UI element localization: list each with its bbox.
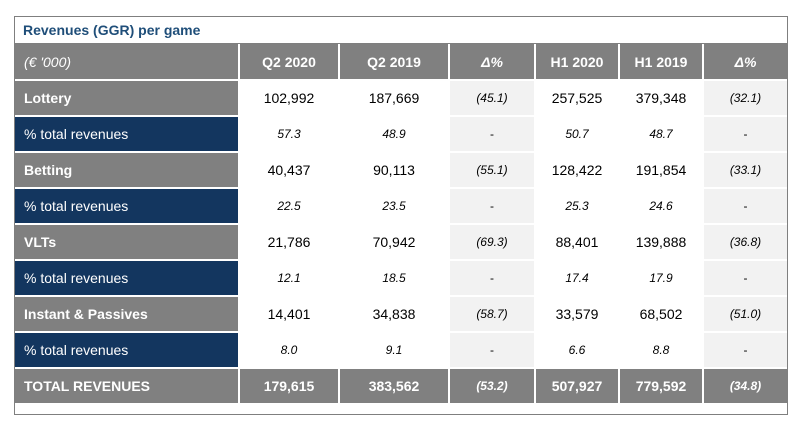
- table-cell: (33.1): [703, 152, 787, 189]
- row-label: Instant & Passives: [15, 296, 240, 333]
- table-cell: 6.6: [534, 332, 620, 369]
- game-row: VLTs 21,786 70,942 (69.3) 88,401 139,888 (36.8…: [15, 224, 787, 261]
- table-cell: 379,348: [619, 80, 704, 117]
- table-cell: 17.9: [619, 260, 704, 297]
- table-cell: 48.7: [619, 116, 704, 153]
- table-cell: 68,502: [619, 296, 704, 333]
- table-cell: 50.7: [534, 116, 620, 153]
- table-cell: 779,592: [619, 368, 704, 403]
- table-cell: 25.3: [534, 188, 620, 225]
- share-row: % total revenues 12.1 18.5-17.4 17.9-: [15, 260, 787, 297]
- table-cell: (36.8): [703, 224, 787, 261]
- row-label: % total revenues: [15, 188, 240, 225]
- column-header-q2-delta: Δ%: [449, 44, 536, 81]
- table-cell: 102,992: [239, 80, 340, 117]
- total-row: TOTAL REVENUES 179,615 383,562 (53.2) 507,92…: [15, 368, 787, 403]
- table-cell: 88,401: [534, 224, 620, 261]
- share-row: % total revenues 57.3 48.9-50.7 48.7-: [15, 116, 787, 153]
- table-cell: (53.2): [449, 368, 536, 403]
- header-row: (€ '000) Q2 2020 Q2 2019 Δ% H1 2020 H1 2…: [15, 44, 787, 81]
- game-row: Lottery 102,992 187,669 (45.1) 257,525 379,34…: [15, 80, 787, 117]
- table-cell: 9.1: [339, 332, 450, 369]
- revenues-table: (€ '000) Q2 2020 Q2 2019 Δ% H1 2020 H1 2…: [15, 44, 787, 403]
- game-row: Betting 40,437 90,113 (55.1) 128,422 191,854(…: [15, 152, 787, 189]
- table-cell: 40,437: [239, 152, 340, 189]
- row-label: % total revenues: [15, 332, 240, 369]
- table-cell: -: [703, 188, 787, 225]
- table-cell: 128,422: [534, 152, 620, 189]
- table-cell: 33,579: [534, 296, 620, 333]
- table-cell: 23.5: [339, 188, 450, 225]
- table-cell: 191,854: [619, 152, 704, 189]
- column-header-unit: (€ '000): [15, 44, 240, 81]
- game-row: Instant & Passives 14,401 34,838 (58.7) 33,5…: [15, 296, 787, 333]
- table-cell: -: [449, 116, 536, 153]
- column-header-h1-2019: H1 2019: [619, 44, 704, 81]
- revenue-table-panel: Revenues (GGR) per game (€ '000) Q2 2020…: [14, 16, 788, 415]
- column-header-h1-2020: H1 2020: [534, 44, 620, 81]
- row-label: Lottery: [15, 80, 240, 117]
- table-cell: 24.6: [619, 188, 704, 225]
- table-cell: (55.1): [449, 152, 536, 189]
- table-cell: 14,401: [239, 296, 340, 333]
- table-cell: 34,838: [339, 296, 450, 333]
- row-label: % total revenues: [15, 260, 240, 297]
- table-cell: 70,942: [339, 224, 450, 261]
- table-title: Revenues (GGR) per game: [15, 17, 787, 44]
- table-cell: 48.9: [339, 116, 450, 153]
- table-cell: -: [703, 116, 787, 153]
- table-cell: 507,927: [534, 368, 620, 403]
- table-cell: (69.3): [449, 224, 536, 261]
- table-cell: -: [449, 260, 536, 297]
- row-label: VLTs: [15, 224, 240, 261]
- table-cell: 139,888: [619, 224, 704, 261]
- table-cell: 383,562: [339, 368, 450, 403]
- table-cell: 18.5: [339, 260, 450, 297]
- table-cell: -: [449, 188, 536, 225]
- column-header-h1-delta: Δ%: [703, 44, 787, 81]
- table-cell: 22.5: [239, 188, 340, 225]
- column-header-q2-2019: Q2 2019: [339, 44, 450, 81]
- share-row: % total revenues 8.0 9.1-6.6 8.8-: [15, 332, 787, 369]
- table-cell: (58.7): [449, 296, 536, 333]
- table-cell: 21,786: [239, 224, 340, 261]
- table-cell: 8.0: [239, 332, 340, 369]
- table-cell: 179,615: [239, 368, 340, 403]
- column-header-q2-2020: Q2 2020: [239, 44, 340, 81]
- table-cell: -: [703, 332, 787, 369]
- table-cell: 90,113: [339, 152, 450, 189]
- table-cell: (32.1): [703, 80, 787, 117]
- table-cell: (34.8): [703, 368, 787, 403]
- row-label: TOTAL REVENUES: [15, 368, 240, 403]
- table-cell: (45.1): [449, 80, 536, 117]
- table-cell: -: [703, 260, 787, 297]
- row-label: % total revenues: [15, 116, 240, 153]
- row-label: Betting: [15, 152, 240, 189]
- table-cell: -: [449, 332, 536, 369]
- table-cell: 8.8: [619, 332, 704, 369]
- table-cell: 257,525: [534, 80, 620, 117]
- table-cell: 187,669: [339, 80, 450, 117]
- table-cell: 17.4: [534, 260, 620, 297]
- table-cell: (51.0): [703, 296, 787, 333]
- table-cell: 57.3: [239, 116, 340, 153]
- table-cell: 12.1: [239, 260, 340, 297]
- share-row: % total revenues 22.5 23.5-25.3 24.6-: [15, 188, 787, 225]
